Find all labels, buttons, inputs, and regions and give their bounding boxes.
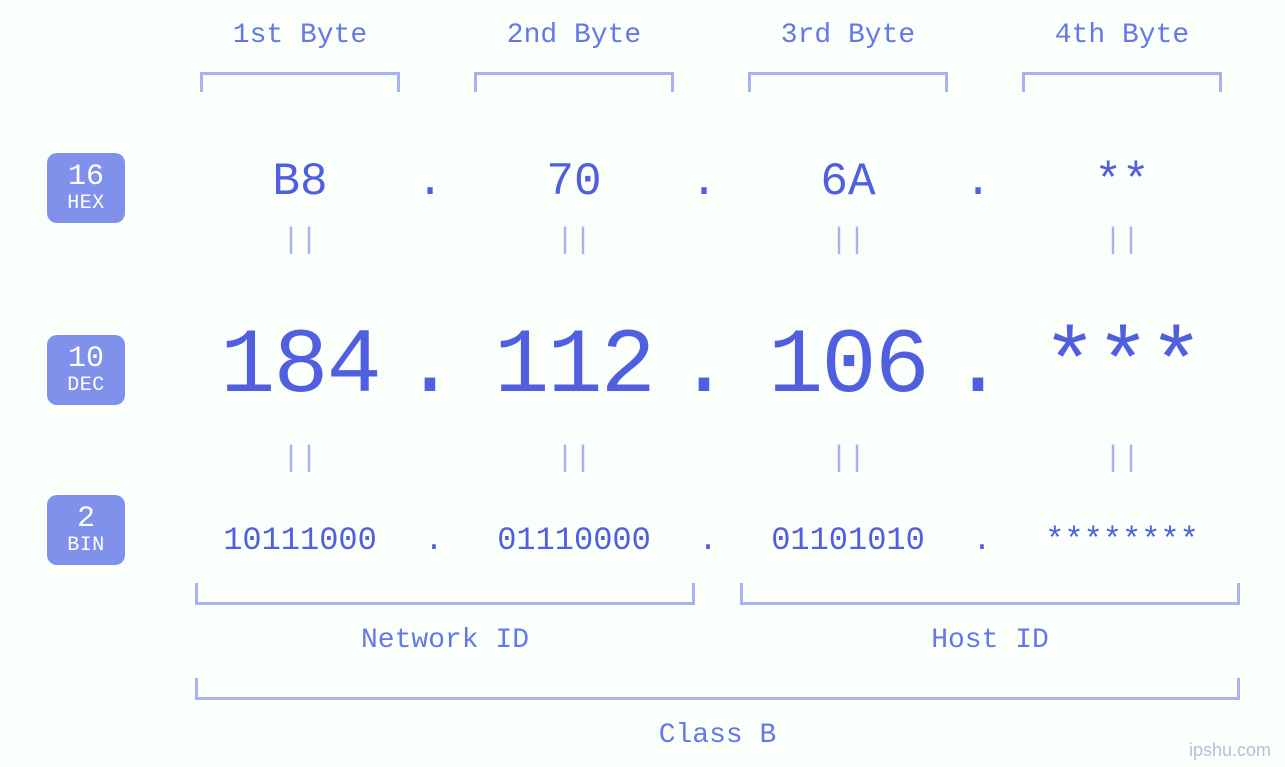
bracket-host-id: [740, 583, 1240, 605]
hex-dot-2: .: [674, 156, 734, 208]
equals-1-2: ||: [544, 224, 604, 258]
dec-byte-1: 184: [185, 314, 415, 419]
bin-byte-3: 01101010: [718, 522, 978, 559]
label-class: Class B: [195, 720, 1240, 751]
byte-header-1: 1st Byte: [170, 20, 430, 51]
hex-dot-1: .: [400, 156, 460, 208]
bin-byte-4: ********: [992, 522, 1252, 559]
equals-2-1: ||: [270, 442, 330, 476]
badge-dec-label: DEC: [47, 375, 125, 396]
hex-dot-3: .: [948, 156, 1008, 208]
hex-byte-4: **: [1022, 156, 1222, 208]
byte-header-3: 3rd Byte: [718, 20, 978, 51]
dec-byte-2: 112: [459, 314, 689, 419]
badge-bin-num: 2: [47, 504, 125, 536]
dec-byte-3: 106: [733, 314, 963, 419]
dec-dot-1: .: [400, 314, 460, 419]
top-bracket-3: [748, 72, 948, 92]
equals-2-3: ||: [818, 442, 878, 476]
bin-byte-1: 10111000: [170, 522, 430, 559]
equals-1-3: ||: [818, 224, 878, 258]
bracket-network-id: [195, 583, 695, 605]
byte-header-4: 4th Byte: [992, 20, 1252, 51]
label-host-id: Host ID: [740, 625, 1240, 656]
dec-byte-4: ***: [1007, 314, 1237, 419]
equals-2-2: ||: [544, 442, 604, 476]
top-bracket-2: [474, 72, 674, 92]
dec-dot-3: .: [948, 314, 1008, 419]
bin-byte-2: 01110000: [444, 522, 704, 559]
badge-hex: 16 HEX: [47, 153, 125, 223]
badge-bin: 2 BIN: [47, 495, 125, 565]
badge-hex-label: HEX: [47, 193, 125, 214]
label-network-id: Network ID: [195, 625, 695, 656]
hex-byte-1: B8: [200, 156, 400, 208]
dec-dot-2: .: [674, 314, 734, 419]
hex-byte-3: 6A: [748, 156, 948, 208]
top-bracket-4: [1022, 72, 1222, 92]
equals-1-4: ||: [1092, 224, 1152, 258]
badge-dec: 10 DEC: [47, 335, 125, 405]
badge-dec-num: 10: [47, 344, 125, 376]
watermark: ipshu.com: [1189, 740, 1271, 761]
badge-hex-num: 16: [47, 162, 125, 194]
equals-1-1: ||: [270, 224, 330, 258]
equals-2-4: ||: [1092, 442, 1152, 476]
top-bracket-1: [200, 72, 400, 92]
badge-bin-label: BIN: [47, 535, 125, 556]
hex-byte-2: 70: [474, 156, 674, 208]
bracket-class: [195, 678, 1240, 700]
byte-header-2: 2nd Byte: [444, 20, 704, 51]
